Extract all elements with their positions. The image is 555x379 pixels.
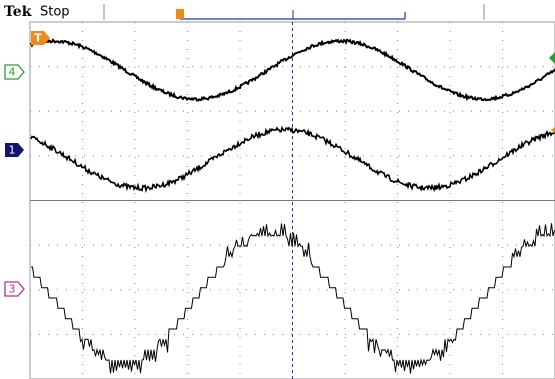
background [0, 0, 555, 379]
oscilloscope-screen: Tek Stop T 4 1 3 [0, 0, 555, 379]
channel-label: 3 [9, 283, 16, 296]
channel-label: 1 [9, 144, 16, 157]
channel-label: 4 [9, 66, 16, 79]
page: Tek Stop T 4 1 3 (() => { const data = J… [0, 0, 555, 379]
brand: Tek [4, 4, 32, 20]
trigger-position-icon [176, 9, 184, 19]
acquisition-status: Stop [40, 5, 70, 20]
trigger-label: T [34, 32, 42, 45]
